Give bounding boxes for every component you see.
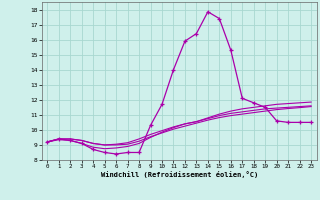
- X-axis label: Windchill (Refroidissement éolien,°C): Windchill (Refroidissement éolien,°C): [100, 171, 258, 178]
